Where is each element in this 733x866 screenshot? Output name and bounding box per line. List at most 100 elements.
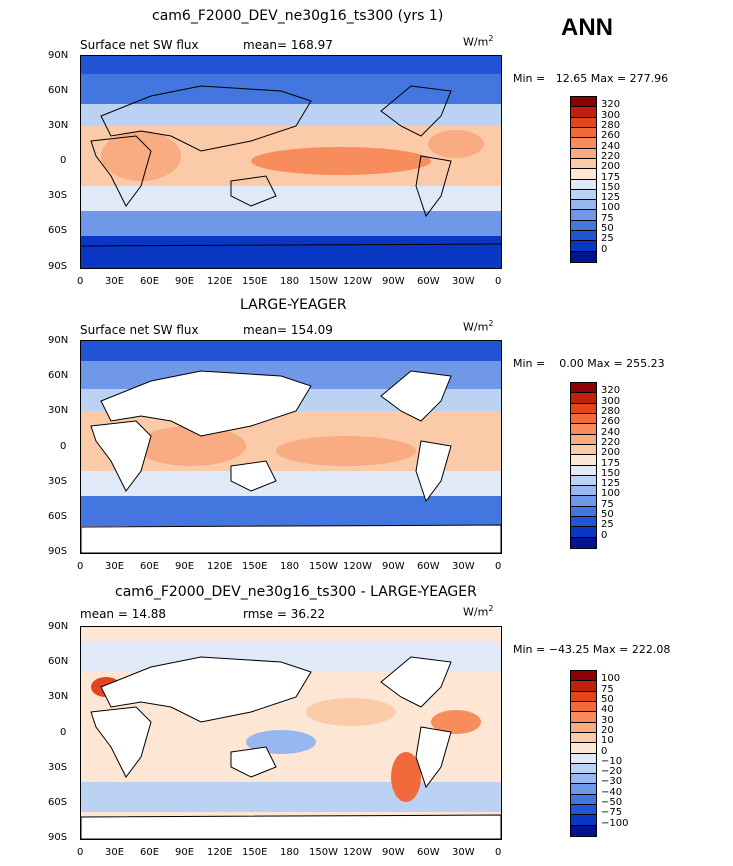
colorbar-swatch [571,496,596,507]
panel1-lon-tick: 120W [343,276,372,287]
panel2-lon-tick: 60W [417,561,440,572]
panel1-lat-tick: 60S [48,225,68,236]
colorbar-label: 150 [601,181,621,193]
panel2-lon-tick: 120W [343,561,372,572]
colorbar-label: −20 [601,766,623,778]
colorbar-label: 260 [601,416,621,428]
colorbar-label: 10 [601,735,614,747]
panel3-lat-tick: 30N [48,691,69,702]
panel1-atlantic-max [428,130,484,158]
colorbar-swatch [571,189,596,201]
units-exponent: 2 [488,319,494,328]
colorbar-swatch [571,681,596,692]
panel3-lat-tick: 60N [48,656,69,667]
panel2-lat-tick: 90S [48,546,68,557]
panel1-colorbar [570,96,597,263]
colorbar-label: 320 [601,99,621,111]
panel2-title: LARGE-YEAGER [240,297,347,313]
panel2-lon-tick: 0 [495,561,502,572]
panel1-units: W/m2 [463,34,493,49]
panel1-lon-tick: 0 [495,276,502,287]
colorbar-swatch [571,251,596,262]
colorbar-swatch [571,763,596,775]
colorbar-swatch [571,210,596,221]
panel2-lon-tick: 60E [140,561,160,572]
colorbar-swatch [571,127,596,139]
colorbar-label: 175 [601,171,621,183]
panel3-units: W/m2 [463,604,493,619]
panel1-antarctic-band [81,236,501,268]
panel3-colorbar [570,670,597,837]
colorbar-swatch [571,712,596,723]
panel2-pacific-max [276,436,416,466]
colorbar-label: 25 [601,233,614,245]
panel1-minmax: Min = 12.65 Max = 277.96 [513,72,669,85]
panel1-lon-tick: 30E [105,276,125,287]
panel3-lon-tick: 0 [77,847,84,858]
panel2-lon-tick: 0 [77,561,84,572]
colorbar-label: −75 [601,807,623,819]
panel1-lon-tick: 90E [175,276,195,287]
colorbar-label: 220 [601,150,621,162]
colorbar-swatch [571,701,596,713]
panel3-atlantic-pos [431,710,481,734]
colorbar-label: 280 [601,119,621,131]
colorbar-label: 100 [601,673,621,685]
colorbar-swatch [571,241,596,252]
colorbar-swatch [571,691,596,702]
panel2-units: W/m2 [463,319,493,334]
colorbar-label: 125 [601,192,621,204]
panel1-lon-tick: 120E [207,276,233,287]
panel3-lon-tick: 30W [452,847,475,858]
colorbar-label: 300 [601,395,621,407]
panel1-variable-label: Surface net SW flux [80,38,199,52]
colorbar-swatch [571,815,596,826]
panel2-colorbar-labels: 320 300 280 260 240 220 200 175 150 125 100 75 50 25 0 [601,382,641,547]
panel2-indian-max [136,426,246,466]
panel2-lon-tick: 150W [309,561,338,572]
colorbar-label: 175 [601,457,621,469]
colorbar-label: 200 [601,161,621,173]
panel3-lon-tick: 180 [280,847,300,858]
colorbar-label: 25 [601,519,614,531]
colorbar-label: 50 [601,509,614,521]
colorbar-label: −10 [601,755,623,767]
panel1-lon-tick: 60E [140,276,160,287]
colorbar-swatch [571,383,596,394]
panel2-lon-tick: 150E [242,561,268,572]
panel2-minmax: Min = 0.00 Max = 255.23 [513,357,665,370]
panel1-sh-midlat-band [81,211,501,236]
panel2-map-svg [81,341,501,553]
panel3-pacific-pos [306,698,396,726]
colorbar-label: 0 [601,529,608,541]
colorbar-label: 20 [601,724,614,736]
panel2-lat-tick: 60N [48,370,69,381]
panel2-lon-axis: 0 30E 60E 90E 120E 150E 180 150W 120W 90… [72,561,512,575]
panel3-lat-tick: 30S [48,762,68,773]
colorbar-swatch [571,220,596,232]
colorbar-label: 75 [601,212,614,224]
panel1-lat-tick: 60N [48,85,69,96]
colorbar-swatch [571,97,596,108]
colorbar-label: 0 [601,745,608,757]
colorbar-swatch [571,148,596,159]
panel3-colorbar-labels: 100 75 50 40 30 20 10 0 −10 −20 −30 −40 −50 −75 −100 [601,670,645,835]
panel1-lon-tick: 150E [242,276,268,287]
colorbar-swatch [571,465,596,476]
panel1-lon-tick: 90W [382,276,405,287]
colorbar-label: 200 [601,447,621,459]
units-exponent: 2 [488,604,494,613]
panel3-lon-tick: 60E [140,847,160,858]
colorbar-swatch [571,455,596,466]
panel1-lat-tick: 30S [48,190,68,201]
colorbar-swatch [571,743,596,754]
panel1-map-svg [81,56,501,268]
colorbar-label: 220 [601,436,621,448]
panel2-lon-tick: 180 [280,561,300,572]
panel3-lon-axis: 0 30E 60E 90E 120E 150E 180 150W 120W 90… [72,847,512,861]
colorbar-swatch [571,107,596,118]
units-text: W/m [463,320,489,334]
colorbar-swatch [571,138,596,149]
colorbar-swatch [571,732,596,744]
colorbar-swatch [571,179,596,190]
